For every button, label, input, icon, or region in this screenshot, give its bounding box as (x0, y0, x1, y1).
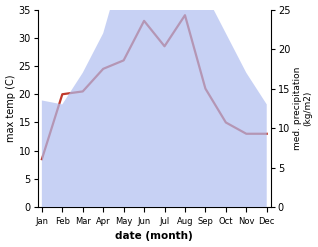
Y-axis label: med. precipitation
(kg/m2): med. precipitation (kg/m2) (293, 67, 313, 150)
X-axis label: date (month): date (month) (115, 231, 193, 242)
Y-axis label: max temp (C): max temp (C) (5, 75, 16, 142)
